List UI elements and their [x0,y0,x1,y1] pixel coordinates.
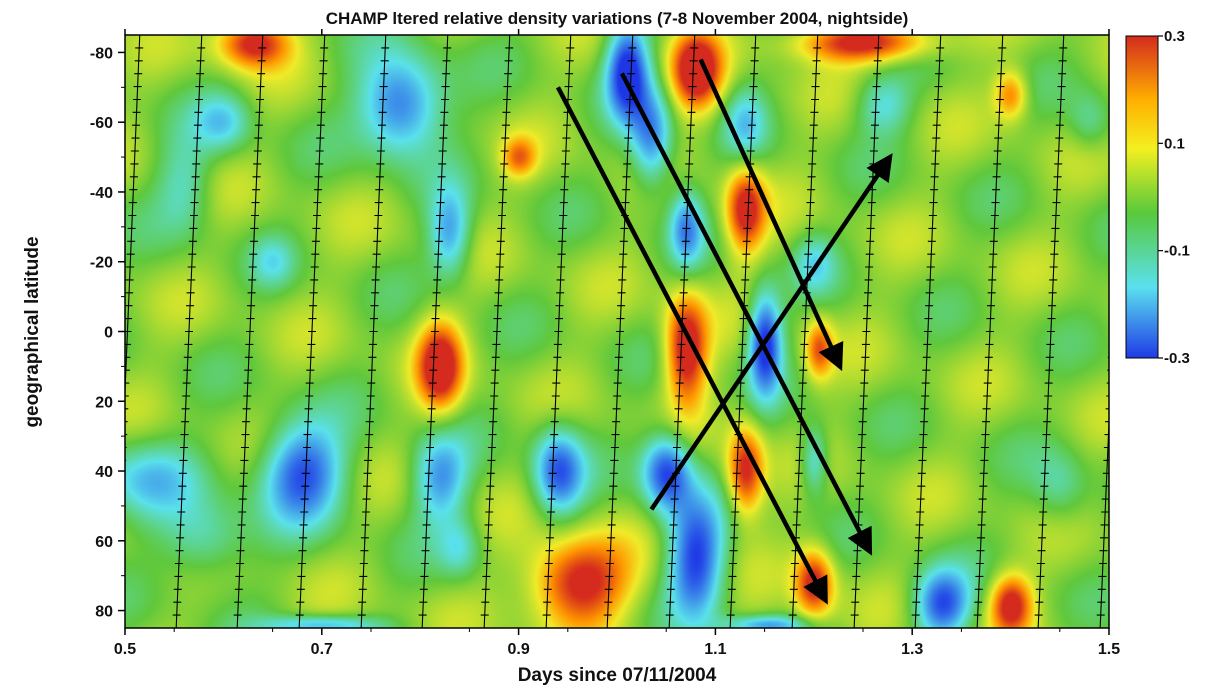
orbit-track [665,35,699,628]
y-tick-label: -80 [90,45,113,62]
x-axis-ticks: 0.5 0.7 0.9 1.1 1.3 1.5 [114,29,1120,658]
propagation-arrows [555,58,893,605]
orbit-track [973,35,1007,628]
propagation-arrow [619,72,873,556]
x-tick-label: 1.5 [1098,641,1120,658]
orbit-track [603,35,637,628]
y-tick-label: 20 [95,394,113,411]
y-tick-label: -20 [90,255,113,272]
y-axis-label: geographical latitude [22,236,43,427]
colorbar: 0.3 0.1 -0.1 -0.3 [1125,28,1190,367]
x-tick-label: 0.5 [114,641,136,658]
colorbar-tick-label: -0.3 [1164,350,1190,367]
colorbar-ticks: 0.3 0.1 -0.1 -0.3 [1158,28,1190,367]
x-tick-label: 1.3 [901,641,923,658]
colorbar-gradient [1125,35,1159,359]
orbit-tracks [125,35,1109,628]
orbit-track [788,35,822,628]
orbit-track [911,35,945,628]
chart-title: CHAMP ltered relative density variations… [326,9,909,28]
y-tick-label: -60 [90,115,113,132]
colorbar-tick-label: 0.1 [1164,135,1185,152]
y-tick-label: 60 [95,534,113,551]
orbit-track [480,35,514,628]
propagation-arrow [649,153,893,511]
colorbar-tick-label: -0.1 [1164,243,1190,260]
y-tick-label: 80 [95,604,113,621]
orbit-track [418,35,452,628]
y-tick-label: 40 [95,464,113,481]
orbit-track [172,35,206,628]
x-tick-label: 0.9 [507,641,529,658]
orbit-track [542,35,575,628]
plot-area [124,34,1110,629]
x-tick-label: 1.1 [704,641,726,658]
x-axis-label: Days since 07/11/2004 [518,665,717,686]
y-tick-label: 0 [104,325,113,342]
x-tick-label: 0.7 [311,641,333,658]
orbit-track [233,35,267,628]
y-tick-label: -40 [90,185,113,202]
orbit-track [125,35,144,487]
orbit-track [357,35,390,628]
propagation-arrow [555,86,828,605]
colorbar-tick-label: 0.3 [1164,28,1185,45]
y-axis-ticks: -80 -60 -40 -20 0 20 40 60 80 [90,45,125,621]
orbit-track [295,35,329,628]
propagation-arrow [698,58,844,372]
orbit-track [1034,35,1068,628]
